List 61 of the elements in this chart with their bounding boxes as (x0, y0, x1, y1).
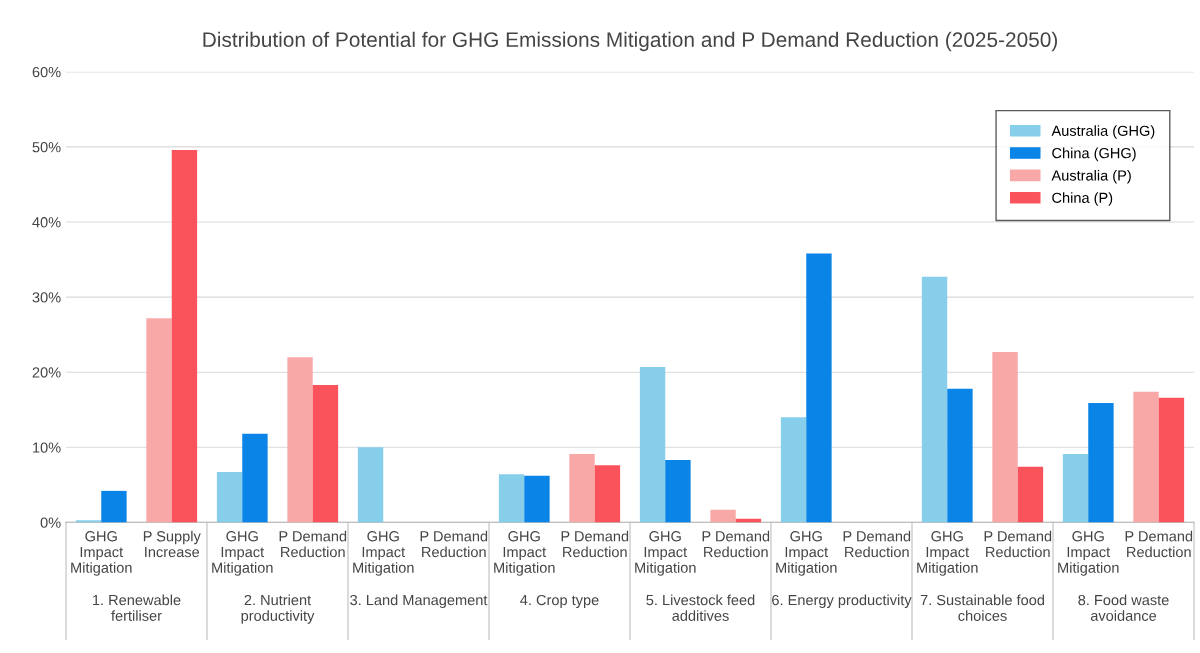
bar (806, 253, 832, 523)
x-tick-label: GHG Impact Mitigation (494, 531, 555, 576)
bar (357, 447, 384, 523)
text: 6. Energy productivity (772, 594, 912, 609)
text: 2. Nutrient productivity (241, 594, 315, 624)
x-tick-label: P Demand Reduction (561, 530, 629, 558)
bar (992, 351, 1018, 523)
bar (287, 357, 313, 523)
y-tick-label: 50% (32, 142, 61, 153)
bar (780, 417, 807, 523)
bar (146, 318, 172, 523)
bar (1088, 403, 1114, 523)
bar (498, 474, 525, 523)
x-tick-label: GHG Impact Mitigation (71, 531, 132, 576)
bar (569, 454, 595, 523)
bar (921, 276, 948, 523)
x-tick-label: GHG Impact Mitigation (353, 531, 414, 576)
bar (312, 384, 339, 523)
legend-label: Australia (GHG) (1051, 125, 1155, 139)
y-tick-label: 0% (40, 517, 61, 528)
x-tick-label: P Demand Reduction (420, 530, 488, 558)
x-tick-label: P Demand Reduction (702, 530, 770, 558)
bar (171, 149, 198, 523)
legend-label: China (GHG) (1052, 147, 1136, 162)
y-tick-label: 10% (33, 442, 61, 453)
text: 1. Renewable fertiliser (93, 594, 181, 621)
bar (594, 465, 621, 523)
text: 5. Livestock feed additives (646, 594, 755, 621)
x-tick-label: GHG Impact Mitigation (776, 531, 837, 576)
bar (242, 433, 268, 523)
bar (639, 366, 666, 523)
y-tick-label: 40% (32, 217, 61, 228)
legend-label: Australia (P) (1051, 169, 1131, 184)
x-tick-label: P Supply Increase (143, 530, 201, 558)
chart-title: Distribution of Potential for GHG Emissions Mitigation and P Demand Reduction (2025-2050) (203, 31, 1057, 52)
x-tick-label: GHG Impact Mitigation (1058, 531, 1119, 576)
bar (1133, 391, 1159, 523)
text: 3. Land Management (350, 594, 488, 609)
y-tick-label: 30% (32, 292, 61, 303)
bar (1158, 397, 1185, 523)
x-tick-label: P Demand Reduction (1125, 530, 1193, 558)
text: 7. Sustainable food choices (920, 594, 1044, 621)
bar (947, 388, 973, 523)
bar (216, 472, 243, 523)
bar (710, 509, 736, 523)
legend-label: China (P) (1052, 192, 1113, 206)
x-tick-label: GHG Impact Mitigation (917, 531, 978, 576)
bar (665, 460, 691, 523)
x-tick-label: P Demand Reduction (843, 530, 911, 558)
bar (1017, 466, 1044, 523)
text: 8. Food waste avoidance (1078, 594, 1169, 621)
text: 4. Crop type (520, 594, 599, 609)
bar (524, 475, 550, 523)
x-tick-label: GHG Impact Mitigation (635, 531, 696, 576)
x-tick-label: P Demand Reduction (984, 530, 1052, 558)
x-tick-label: P Demand Reduction (279, 530, 347, 558)
x-tick-label: GHG Impact Mitigation (212, 531, 273, 576)
y-tick-label: 20% (32, 367, 61, 378)
bar (101, 490, 127, 523)
y-tick-label: 60% (32, 66, 61, 78)
bar (1062, 454, 1089, 523)
